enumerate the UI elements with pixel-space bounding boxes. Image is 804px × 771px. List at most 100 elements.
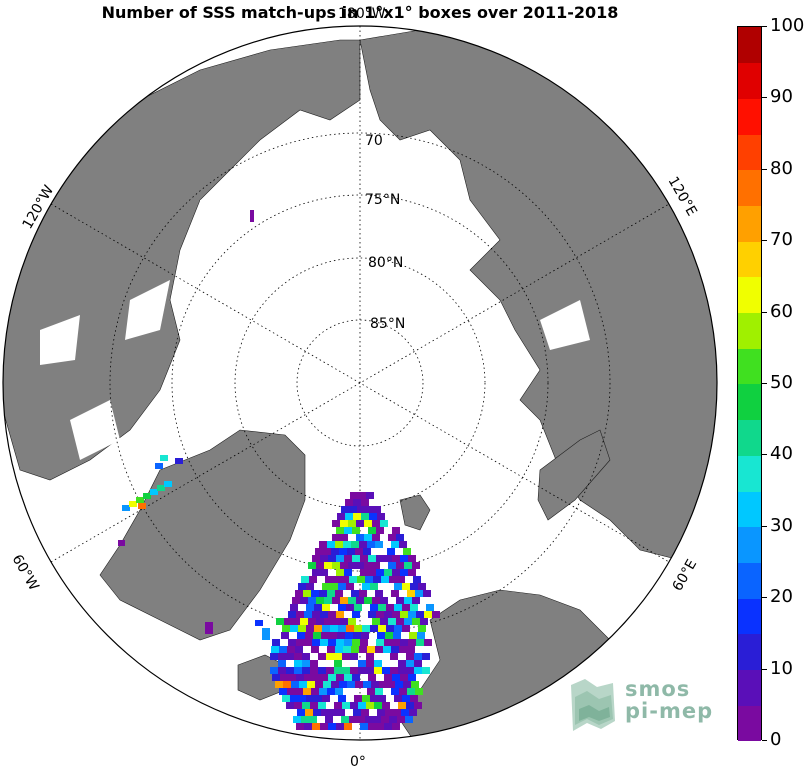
matchup-cell xyxy=(378,625,386,632)
matchup-cell xyxy=(393,632,401,639)
matchup-cell xyxy=(320,639,328,646)
matchup-cell xyxy=(286,702,294,709)
matchup-cell xyxy=(304,611,312,618)
matchup-cell xyxy=(270,667,278,674)
matchup-cell xyxy=(410,695,418,702)
matchup-cell xyxy=(164,481,172,487)
matchup-cell xyxy=(374,702,382,709)
matchup-cell xyxy=(290,695,298,702)
matchup-cell xyxy=(299,681,307,688)
matchup-cell xyxy=(414,653,422,660)
matchup-cell xyxy=(402,583,410,590)
matchup-cell xyxy=(312,639,320,646)
matchup-cell xyxy=(372,562,380,569)
matchup-cell xyxy=(377,513,385,520)
colorbar-tick-mark xyxy=(762,454,767,456)
matchup-cell xyxy=(338,695,346,702)
matchup-cell xyxy=(347,548,355,555)
matchup-cell xyxy=(271,646,279,653)
matchup-cell xyxy=(282,695,290,702)
matchup-cell xyxy=(366,492,374,499)
matchup-cell xyxy=(408,639,416,646)
matchup-cell xyxy=(366,667,374,674)
matchup-cell xyxy=(354,604,362,611)
matchup-cell xyxy=(381,576,389,583)
matchup-cell xyxy=(399,541,407,548)
matchup-cell xyxy=(385,632,393,639)
matchup-cell xyxy=(328,555,336,562)
matchup-cell xyxy=(318,702,326,709)
matchup-cell xyxy=(336,569,344,576)
matchup-cell xyxy=(332,520,340,527)
matchup-cell xyxy=(327,688,335,695)
matchup-cell xyxy=(342,653,350,660)
matchup-cell xyxy=(356,520,364,527)
matchup-cell xyxy=(341,506,349,513)
meridian-60w-120e xyxy=(50,203,670,563)
matchup-cell xyxy=(294,660,302,667)
matchup-cell xyxy=(392,527,400,534)
matchup-cell xyxy=(403,548,411,555)
matchup-cell xyxy=(352,555,360,562)
matchup-cell xyxy=(335,646,343,653)
matchup-cell xyxy=(205,622,213,634)
matchup-cell xyxy=(118,540,125,546)
matchup-cell xyxy=(332,597,340,604)
matchup-cell xyxy=(377,632,385,639)
matchup-cell xyxy=(316,562,324,569)
matchup-cell xyxy=(355,681,363,688)
matchup-cell xyxy=(374,667,382,674)
matchup-cell xyxy=(360,639,368,646)
matchup-cell xyxy=(313,709,321,716)
matchup-cell xyxy=(362,695,370,702)
matchup-cell xyxy=(333,576,341,583)
lat-label-75: 75°N xyxy=(365,192,400,208)
matchup-cell xyxy=(296,723,304,730)
matchup-cell xyxy=(136,497,144,503)
matchup-cell xyxy=(306,583,314,590)
matchup-cell xyxy=(332,562,340,569)
matchup-cell xyxy=(415,688,423,695)
colorbar-tick-mark xyxy=(762,311,767,313)
matchup-cell xyxy=(349,716,357,723)
matchup-cell xyxy=(344,639,352,646)
matchup-cell xyxy=(155,463,163,469)
matchup-cell xyxy=(337,709,345,716)
matchup-cell xyxy=(296,611,304,618)
matchup-cell xyxy=(298,625,306,632)
matchup-cell xyxy=(311,646,319,653)
matchup-cell xyxy=(358,492,366,499)
colorbar-tick-label: 30 xyxy=(770,514,793,536)
lat-75-circle xyxy=(171,194,549,572)
matchup-cell xyxy=(407,688,415,695)
colorbar-segment xyxy=(738,62,761,99)
colorbar-segment xyxy=(738,241,761,278)
matchup-cell xyxy=(129,501,137,507)
matchup-cell xyxy=(348,597,356,604)
matchup-cell xyxy=(300,597,308,604)
matchup-cell xyxy=(304,674,312,681)
matchup-cell xyxy=(352,674,360,681)
lat-label-85: 85°N xyxy=(370,316,405,332)
matchup-cell xyxy=(350,653,358,660)
matchup-cell xyxy=(362,583,370,590)
matchup-cell xyxy=(323,548,331,555)
matchup-cell xyxy=(380,618,388,625)
matchup-cell xyxy=(400,674,408,681)
matchup-cell xyxy=(306,695,314,702)
colorbar-segment xyxy=(738,205,761,242)
matchup-cell xyxy=(399,646,407,653)
matchup-cell xyxy=(348,618,356,625)
matchup-cell xyxy=(361,709,369,716)
colorbar-tick-label: 0 xyxy=(770,729,782,750)
matchup-cell xyxy=(322,604,330,611)
matchup-cell xyxy=(343,541,351,548)
matchup-cell xyxy=(336,555,344,562)
matchup-cell xyxy=(376,555,384,562)
matchup-cell xyxy=(384,723,392,730)
logo-text-pimep: pi-mep xyxy=(625,699,714,723)
colorbar-segment xyxy=(738,169,761,206)
matchup-cell xyxy=(344,723,352,730)
matchup-cell xyxy=(122,505,130,511)
matchup-cell xyxy=(426,604,434,611)
